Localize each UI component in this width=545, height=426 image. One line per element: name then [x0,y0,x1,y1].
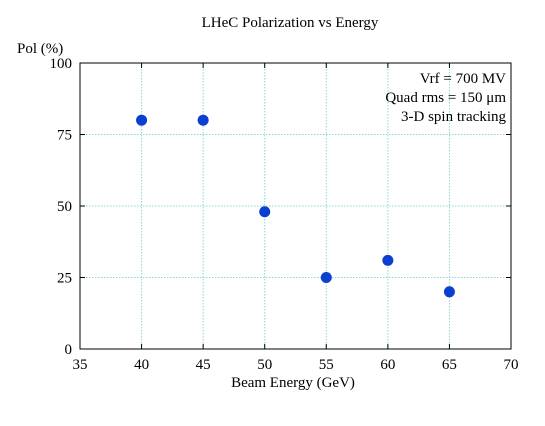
data-point [259,206,271,218]
x-tick-label: 50 [257,357,272,373]
annotation-box: Vrf = 700 MV Quad rms = 150 μm 3-D spin tr… [385,71,506,125]
annotation-line: 3-D spin tracking [401,109,506,125]
x-tick-label: 35 [73,357,88,373]
x-axis-label: Beam Energy (GeV) [231,375,355,391]
y-tick-label: 75 [57,128,72,144]
data-point [382,254,394,266]
y-tick-label: 100 [50,56,73,72]
x-tick-label: 40 [134,357,149,373]
grid [80,63,511,349]
annotation-line: Vrf = 700 MV [420,71,506,87]
axis-ticks: 35 40 45 50 55 60 65 70 0 25 50 75 100 [50,56,519,373]
annotation-line: Quad rms = 150 μm [385,90,506,106]
y-tick-label: 50 [57,199,72,215]
x-tick-label: 55 [319,357,334,373]
x-tick-label: 60 [380,357,395,373]
data-point [443,286,455,298]
y-axis-label: Pol (%) [17,41,63,57]
data-point [320,272,332,283]
data-point [136,114,148,126]
data-point [197,114,209,126]
y-tick-label: 0 [65,342,73,358]
chart-title: LHeC Polarization vs Energy [202,15,379,31]
y-tick-label: 25 [57,271,72,287]
x-tick-label: 70 [504,357,519,373]
data-points [136,114,455,298]
x-tick-label: 45 [196,357,211,373]
x-tick-label: 65 [442,357,457,373]
